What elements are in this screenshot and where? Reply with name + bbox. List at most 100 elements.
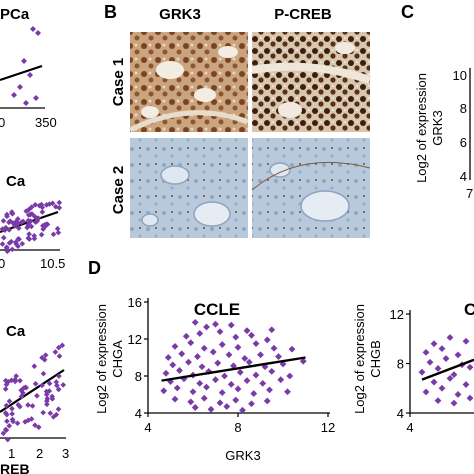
left-cloud-point (18, 393, 25, 400)
left-cloud-point (5, 379, 11, 385)
left-cloud-point (50, 414, 57, 420)
left-cloud-point (35, 424, 42, 431)
ccle-data-point (203, 323, 210, 331)
left-cloud-point (39, 354, 45, 361)
left-bottom-trend-line (0, 369, 65, 413)
panel-c-ytick-8: 8 (460, 101, 467, 116)
chgb-data-point (466, 394, 474, 402)
left-cloud-point (18, 387, 24, 394)
ccle-data-point (207, 405, 215, 413)
chart-ccle: CCLE Log2 of expression CHGA GRK3 4 8 12 16… (94, 295, 335, 463)
left-cloud-point (44, 401, 50, 408)
panel-c-ytick-6: 6 (460, 135, 467, 150)
left-cloud-point (25, 217, 32, 224)
left-cloud-point (13, 373, 19, 379)
ccle-data-point (245, 358, 253, 366)
ccle-ytick-label: 16 (128, 295, 142, 310)
chgb-data-point (422, 388, 430, 396)
chgb-data-point (450, 371, 458, 379)
ihc-header-grk3: GRK3 (159, 6, 201, 23)
left-cloud-point (9, 405, 15, 412)
left-cloud-point (14, 420, 21, 427)
left-cloud-point (53, 411, 60, 418)
left-cloud-point (0, 218, 7, 224)
chgb-trend (421, 358, 474, 381)
ccle-data-point (259, 380, 267, 387)
ccle-data-point (234, 343, 242, 351)
left-cloud-point (17, 377, 23, 384)
ccle-data-point (227, 321, 235, 329)
panel-c-xtick: 7 (466, 186, 473, 201)
ccle-trend-line (161, 356, 306, 382)
left-cloud-point (15, 236, 22, 242)
ccle-data-point (250, 390, 258, 397)
left-cloud-point (42, 221, 48, 228)
ccle-data-point (198, 363, 206, 371)
left-cloud-point (23, 208, 30, 214)
panel-letter-b: B (104, 2, 117, 22)
left-mid-points (0, 199, 63, 255)
left-cloud-point (39, 204, 46, 211)
chgb-data-point (466, 363, 474, 371)
panel-c-ytick-10: 10 (453, 68, 467, 83)
left-cloud-point (4, 418, 10, 425)
left-cloud-point (31, 235, 38, 242)
ccle-data-point (236, 368, 244, 376)
ccle-data-point (187, 398, 195, 406)
ccle-data-point (227, 380, 235, 388)
left-cloud-point (9, 411, 15, 417)
left-cloud-point (40, 226, 46, 232)
ccle-data-point (232, 333, 240, 341)
ccle-data-point (212, 320, 219, 328)
ccle-data-point (252, 340, 260, 348)
ccle-data-point (266, 386, 273, 394)
chgb-data-point (438, 345, 446, 353)
chgb-data-point (430, 340, 438, 348)
left-cloud-point (7, 218, 13, 224)
left-cloud-point (28, 204, 35, 210)
left-cloud-point (42, 352, 49, 358)
panel-c-ytick-4: 4 (460, 169, 467, 184)
panel-c-ylabel-line1: Log2 of expression (414, 73, 429, 183)
left-bottom-tick-2: 2 (36, 446, 43, 461)
ccle-data-point (185, 358, 192, 366)
left-cloud-point (15, 225, 22, 231)
ccle-data-point (234, 385, 242, 393)
left-cloud-point (4, 213, 10, 220)
left-cloud-point (13, 219, 19, 225)
left-cloud-point (46, 380, 53, 387)
left-cloud-point (32, 219, 39, 226)
chgb-data-point (454, 391, 462, 398)
ccle-data-point (218, 389, 226, 397)
left-cloud-point (25, 402, 31, 408)
ccle-data-point (252, 371, 260, 379)
ccle-ytick-label: 12 (128, 332, 142, 347)
chgb-axes: 4 8 12 4 (390, 307, 474, 435)
left-top-trend-line (0, 64, 43, 82)
left-cloud-point (43, 391, 50, 398)
chgb-ytick-label: 4 (397, 406, 404, 421)
ccle-data-point (268, 367, 276, 375)
ccle-data-point (230, 362, 237, 370)
ccle-xtick-label: 12 (321, 420, 335, 435)
panel-c: C Log2 of expression GRK3 10 8 6 4 7 (401, 2, 473, 201)
left-cloud-point (55, 386, 62, 393)
left-cloud-point (0, 430, 7, 437)
left-mid-tick: 10.5 (40, 256, 65, 271)
panel-letter-d: D (88, 258, 101, 278)
ccle-title: CCLE (194, 300, 240, 319)
left-cloud-point (15, 243, 21, 250)
left-cloud-point (25, 222, 32, 228)
left-top-tick: 350 (35, 115, 57, 130)
left-cloud-point (2, 377, 9, 384)
ccle-data-point (187, 339, 195, 347)
ccle-data-point (200, 394, 208, 402)
ihc-image-case2-grk3 (130, 138, 248, 238)
left-cloud-point (49, 200, 56, 207)
ccle-data-point (205, 367, 213, 375)
chgb-points (418, 334, 474, 407)
ccle-data-point (194, 353, 201, 360)
ihc-image-case1-pcreb (251, 32, 372, 132)
left-cloud-point (29, 403, 36, 409)
ccle-data-point (212, 376, 219, 384)
